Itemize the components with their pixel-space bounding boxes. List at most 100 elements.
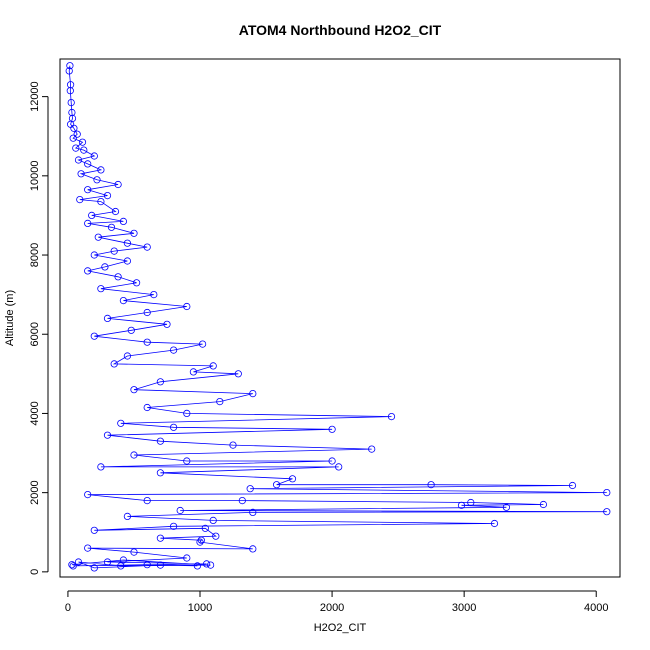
data-point bbox=[107, 223, 116, 231]
data-point bbox=[68, 108, 76, 117]
x-tick-label: 0 bbox=[65, 602, 71, 614]
data-point bbox=[69, 134, 77, 142]
data-point bbox=[143, 308, 151, 317]
x-tick-label: 3000 bbox=[452, 602, 476, 614]
data-point bbox=[123, 257, 132, 265]
x-tick-label: 1000 bbox=[188, 602, 212, 614]
data-point bbox=[216, 397, 224, 406]
data-point bbox=[246, 485, 254, 493]
data-point bbox=[74, 558, 83, 566]
data-point bbox=[143, 338, 151, 346]
data-point bbox=[328, 457, 336, 465]
data-point bbox=[119, 217, 128, 225]
data-point bbox=[97, 463, 105, 471]
data-point bbox=[272, 481, 281, 489]
data-point bbox=[130, 386, 138, 394]
data-point bbox=[66, 87, 74, 95]
data-point bbox=[539, 500, 548, 509]
data-point bbox=[84, 160, 92, 168]
data-point bbox=[110, 247, 118, 255]
data-point bbox=[196, 538, 204, 546]
data-point bbox=[90, 332, 98, 340]
data-point bbox=[328, 425, 336, 433]
data-point bbox=[156, 534, 164, 542]
data-point bbox=[197, 536, 205, 544]
data-point bbox=[568, 481, 577, 490]
data-point bbox=[368, 445, 376, 453]
data-point bbox=[97, 166, 105, 174]
data-point bbox=[123, 239, 132, 247]
data-point bbox=[117, 419, 125, 427]
data-point bbox=[203, 560, 211, 568]
chart-title: ATOM4 Northbound H2O2_CIT bbox=[239, 22, 442, 38]
data-point bbox=[209, 362, 217, 370]
y-axis-label: Altitude (m) bbox=[4, 290, 16, 346]
data-point bbox=[119, 296, 128, 305]
data-point bbox=[603, 508, 611, 516]
data-point bbox=[207, 561, 215, 569]
data-point bbox=[288, 475, 297, 483]
data-point bbox=[72, 144, 80, 152]
plot-frame bbox=[59, 58, 621, 578]
x-axis: 0 1000 2000 3000 4000 bbox=[65, 590, 608, 614]
data-point bbox=[133, 279, 141, 287]
data-point bbox=[229, 441, 237, 449]
data-point bbox=[127, 326, 135, 334]
series-line bbox=[68, 65, 607, 569]
data-point bbox=[114, 273, 122, 281]
y-axis: 0 2000 4000 6000 8000 10000 12000 bbox=[29, 81, 49, 575]
y-tick-label: 12000 bbox=[29, 81, 41, 112]
data-point bbox=[97, 198, 105, 206]
data-point bbox=[603, 488, 611, 497]
data-point bbox=[387, 412, 396, 421]
data-point bbox=[143, 496, 151, 505]
x-axis-label: H2O2_CIT bbox=[314, 622, 367, 634]
data-point bbox=[97, 285, 105, 293]
data-point bbox=[143, 561, 151, 569]
data-point bbox=[156, 378, 164, 386]
data-point bbox=[123, 512, 132, 521]
data-point bbox=[103, 558, 112, 566]
data-point bbox=[170, 522, 178, 530]
data-point bbox=[490, 519, 499, 528]
data-point bbox=[130, 229, 138, 237]
data-point bbox=[201, 524, 209, 532]
data-point bbox=[170, 423, 178, 431]
data-point bbox=[183, 554, 191, 562]
data-point bbox=[234, 370, 242, 378]
data-point bbox=[111, 207, 120, 216]
data-point bbox=[84, 490, 92, 499]
series-h2o2-cit bbox=[65, 62, 611, 572]
data-point bbox=[80, 146, 88, 154]
data-point bbox=[67, 99, 75, 107]
data-point bbox=[88, 211, 96, 219]
data-point bbox=[73, 130, 81, 138]
data-point bbox=[117, 562, 125, 570]
data-point bbox=[90, 526, 98, 534]
data-point bbox=[143, 243, 151, 251]
data-point bbox=[249, 389, 257, 398]
data-point bbox=[84, 219, 92, 227]
data-point bbox=[212, 532, 220, 540]
data-point bbox=[74, 156, 83, 164]
data-point bbox=[103, 192, 112, 200]
data-point bbox=[150, 290, 158, 299]
y-tick-label: 8000 bbox=[29, 243, 41, 267]
data-point bbox=[199, 340, 207, 348]
data-point bbox=[163, 320, 171, 328]
data-point bbox=[93, 176, 101, 184]
data-point bbox=[78, 138, 87, 146]
x-tick-label: 2000 bbox=[320, 602, 344, 614]
data-point bbox=[69, 562, 77, 570]
y-tick-label: 6000 bbox=[29, 322, 41, 346]
data-point bbox=[130, 548, 138, 556]
data-point bbox=[90, 251, 98, 259]
data-point bbox=[119, 556, 128, 564]
data-point bbox=[68, 561, 76, 569]
data-point bbox=[156, 437, 164, 445]
data-point bbox=[90, 152, 98, 160]
x-tick-label: 4000 bbox=[584, 602, 608, 614]
data-point bbox=[123, 352, 132, 360]
data-point bbox=[103, 314, 112, 322]
